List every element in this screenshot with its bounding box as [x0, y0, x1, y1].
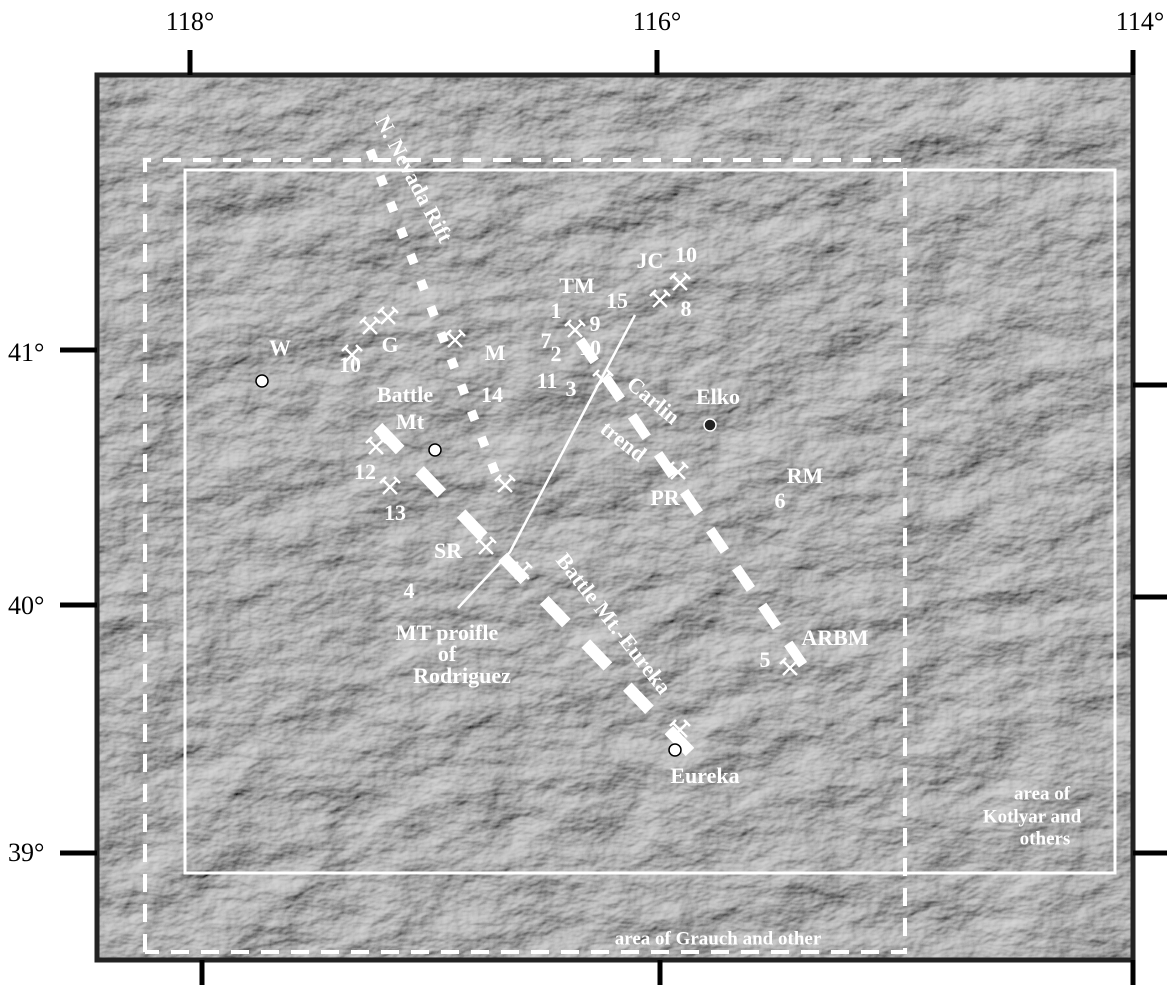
map-label: Elko — [696, 384, 740, 409]
map-label: 2 — [551, 341, 562, 366]
map-label: Kotlyar and — [983, 806, 1082, 827]
map-label: 14 — [481, 382, 503, 407]
map-label: 4 — [404, 578, 415, 603]
longitude-label: 116° — [633, 7, 681, 36]
map-label: 10 — [675, 242, 697, 267]
map-label: W — [269, 335, 291, 360]
map-figure: 118°116°114°41°40°39°N. Nevada RiftWG10M… — [0, 0, 1167, 990]
map-label: 3 — [566, 376, 577, 401]
longitude-label: 114° — [1116, 7, 1164, 36]
map-label: M — [485, 340, 506, 365]
map-label: 13 — [384, 500, 406, 525]
latitude-label: 41° — [8, 338, 44, 367]
town-marker — [669, 744, 681, 756]
map-label: 9 — [590, 311, 601, 336]
town-marker — [429, 444, 441, 456]
town-marker — [256, 375, 268, 387]
map-label: 8 — [681, 296, 692, 321]
map-label: area of Grauch and other — [615, 928, 822, 949]
map-label: 10 — [579, 335, 601, 360]
latitude-label: 39° — [8, 838, 44, 867]
map-label: Mt — [396, 409, 425, 434]
map-label: Rodriguez — [413, 663, 511, 688]
map-label: 12 — [354, 459, 376, 484]
map-label: 6 — [775, 488, 786, 513]
map-label: 11 — [537, 368, 558, 393]
map-label: 10 — [339, 352, 361, 377]
map-label: area of — [1014, 783, 1071, 804]
map-label: 15 — [606, 288, 628, 313]
map-label: TM — [559, 273, 595, 298]
shaded-relief — [97, 75, 1133, 960]
map-label: G — [381, 332, 398, 357]
map-label: JC — [637, 248, 664, 273]
map-label: RM — [787, 463, 824, 488]
map-label: 1 — [551, 298, 562, 323]
map-label: ARBM — [801, 625, 868, 650]
map-label: Battle — [377, 382, 433, 407]
map-label: SR — [434, 538, 463, 563]
map-label: PR — [650, 485, 680, 510]
map-label: 5 — [760, 647, 771, 672]
latitude-label: 40° — [8, 591, 44, 620]
longitude-label: 118° — [166, 7, 214, 36]
town-marker — [704, 419, 716, 431]
map-label: others — [1020, 828, 1071, 849]
map-label: Eureka — [670, 763, 739, 788]
